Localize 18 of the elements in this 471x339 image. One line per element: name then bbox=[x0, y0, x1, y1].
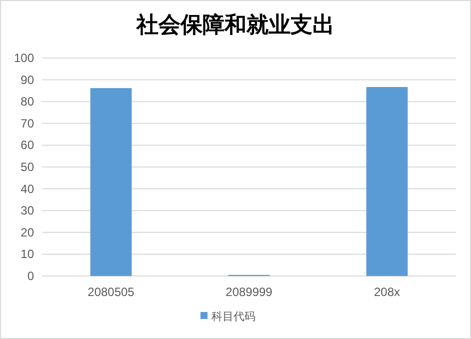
chart-title: 社会保障和就业支出 bbox=[136, 12, 334, 37]
x-tick-label: 208x bbox=[374, 285, 400, 299]
y-tick-label: 60 bbox=[20, 138, 34, 152]
bar bbox=[366, 86, 408, 276]
y-tick-label: 70 bbox=[20, 116, 34, 130]
y-tick-label: 0 bbox=[27, 269, 34, 283]
x-tick-label: 2080505 bbox=[88, 285, 135, 299]
y-tick-label: 50 bbox=[20, 160, 34, 174]
y-tick-label: 40 bbox=[20, 182, 34, 196]
y-tick-label: 100 bbox=[14, 51, 34, 65]
y-tick-label: 20 bbox=[20, 225, 34, 240]
y-tick-label: 80 bbox=[20, 94, 34, 109]
x-tick-label: 2089999 bbox=[226, 285, 273, 299]
y-tick-label: 10 bbox=[20, 247, 34, 262]
y-tick-label: 30 bbox=[20, 204, 34, 218]
bar bbox=[90, 88, 132, 276]
y-tick-label: 90 bbox=[20, 72, 34, 87]
legend-label: 科目代码 bbox=[212, 311, 256, 323]
